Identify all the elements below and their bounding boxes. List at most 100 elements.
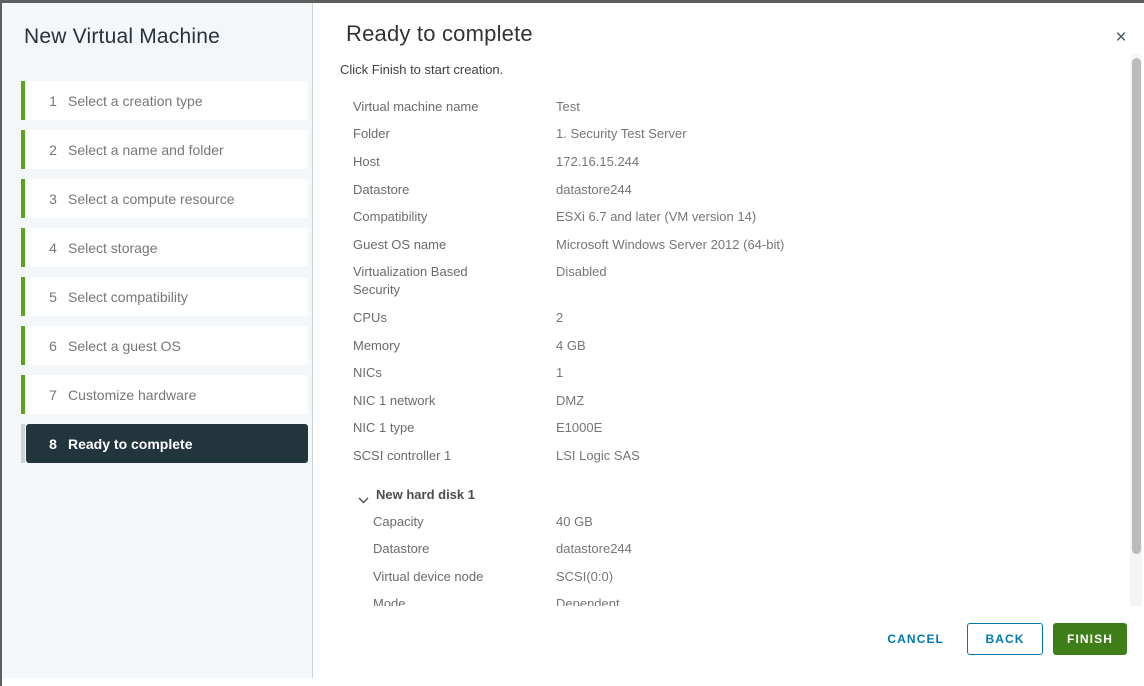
summary-row: SCSI controller 1 LSI Logic SAS [353, 442, 1104, 470]
wizard-content-panel: × Ready to complete Click Finish to star… [314, 3, 1144, 678]
summary-row: Folder 1. Security Test Server [353, 121, 1104, 149]
step-box: 7 Customize hardware [26, 375, 308, 414]
summary-row-value: ESXi 6.7 and later (VM version 14) [556, 209, 757, 225]
summary-row-label: Virtualization Based Security [353, 264, 468, 298]
scrollbar-thumb[interactable] [1131, 58, 1141, 554]
summary-row: Virtual machine name Test [353, 93, 1104, 121]
summary-row-value: 2 [556, 309, 564, 325]
step-box: 4 Select storage [26, 228, 308, 267]
summary-row-value: 1. Security Test Server [556, 126, 687, 142]
wizard-step-sidebar: New Virtual Machine 1 Select a creation … [2, 3, 313, 678]
wizard-step-item[interactable]: 4 Select storage [21, 228, 308, 267]
step-number: 8 [49, 435, 57, 452]
step-progress-bar [21, 228, 25, 267]
summary-row-label: Compatibility [353, 209, 428, 225]
wizard-step-list: 1 Select a creation type 2 Select a name… [21, 81, 308, 473]
summary-row-value: LSI Logic SAS [556, 447, 640, 463]
step-label: Select a guest OS [68, 337, 181, 354]
vm-summary-table: Virtual machine name Test Folder 1. Secu… [353, 93, 1104, 611]
step-number: 2 [49, 141, 57, 158]
disk-row: Datastore datastore244 [353, 535, 1104, 563]
summary-row-label: Folder [353, 126, 390, 142]
close-icon[interactable]: × [1115, 27, 1127, 48]
step-progress-bar [21, 326, 25, 365]
step-label: Ready to complete [68, 435, 193, 452]
hard-disk-rows: Capacity 40 GB Datastore datastore244 Vi… [353, 508, 1104, 611]
disk-row: Virtual device node SCSI(0:0) [353, 563, 1104, 591]
summary-row-label: Virtual machine name [353, 98, 479, 114]
vm-summary-rows: Virtual machine name Test Folder 1. Secu… [353, 93, 1104, 470]
disk-row: Capacity 40 GB [353, 508, 1104, 536]
step-box: 5 Select compatibility [26, 277, 308, 316]
wizard-step-item[interactable]: 3 Select a compute resource [21, 179, 308, 218]
step-label: Select compatibility [68, 288, 188, 305]
summary-row-value: 172.16.15.244 [556, 153, 640, 169]
back-button[interactable]: BACK [967, 623, 1043, 655]
summary-row-label: NICs [353, 365, 382, 381]
chevron-down-icon [358, 491, 369, 504]
step-progress-bar [21, 375, 25, 414]
summary-row: NICs 1 [353, 359, 1104, 387]
page-title: Ready to complete [346, 21, 533, 46]
summary-row: Compatibility ESXi 6.7 and later (VM ver… [353, 203, 1104, 231]
summary-row: Virtualization Based Security Disabled [353, 259, 1104, 305]
step-number: 4 [49, 239, 57, 256]
page-subtitle: Click Finish to start creation. [340, 62, 504, 77]
step-number: 3 [49, 190, 57, 207]
wizard-footer: CANCEL BACK FINISH [314, 606, 1144, 672]
step-progress-bar [21, 179, 25, 218]
summary-row-value: Test [556, 98, 580, 114]
window-top-edge [2, 0, 1144, 3]
wizard-step-item[interactable]: 5 Select compatibility [21, 277, 308, 316]
summary-row-label: Host [353, 153, 380, 169]
step-progress-bar [21, 81, 25, 120]
disk-row-value: datastore244 [556, 541, 632, 557]
cancel-button[interactable]: CANCEL [883, 624, 948, 654]
step-number: 6 [49, 337, 57, 354]
summary-row-value: Disabled [556, 264, 607, 280]
summary-row-label: Datastore [353, 181, 410, 197]
hard-disk-section-title: New hard disk 1 [376, 486, 475, 502]
step-label: Select storage [68, 239, 158, 256]
step-number: 5 [49, 288, 57, 305]
summary-row-value: 1 [556, 365, 564, 381]
disk-row-label: Capacity [373, 513, 424, 529]
disk-row-value: 40 GB [556, 513, 593, 529]
step-box: 3 Select a compute resource [26, 179, 308, 218]
disk-row-label: Datastore [373, 541, 430, 557]
summary-row: CPUs 2 [353, 304, 1104, 332]
summary-row-label: CPUs [353, 309, 387, 325]
window-bottom-edge [2, 678, 1144, 686]
step-box: 1 Select a creation type [26, 81, 308, 120]
wizard-title: New Virtual Machine [24, 25, 220, 48]
step-label: Select a compute resource [68, 190, 235, 207]
summary-row-value: E1000E [556, 420, 603, 436]
disk-row-value: SCSI(0:0) [556, 568, 614, 584]
summary-row: NIC 1 type E1000E [353, 415, 1104, 443]
step-label: Select a creation type [68, 92, 203, 109]
disk-row-label: Virtual device node [373, 568, 484, 584]
summary-row-label: Memory [353, 337, 400, 353]
wizard-step-item[interactable]: 2 Select a name and folder [21, 130, 308, 169]
step-label: Customize hardware [68, 386, 197, 403]
summary-row-label: NIC 1 type [353, 420, 415, 436]
step-box: 2 Select a name and folder [26, 130, 308, 169]
step-progress-bar [21, 424, 25, 463]
summary-row: Guest OS name Microsoft Windows Server 2… [353, 231, 1104, 259]
step-progress-bar [21, 130, 25, 169]
summary-row: Memory 4 GB [353, 332, 1104, 360]
step-number: 1 [49, 92, 57, 109]
step-box: 8 Ready to complete [26, 424, 308, 463]
wizard-step-item[interactable]: 6 Select a guest OS [21, 326, 308, 365]
wizard-step-item[interactable]: 7 Customize hardware [21, 375, 308, 414]
scrollbar-track[interactable] [1130, 54, 1142, 613]
summary-row: Host 172.16.15.244 [353, 148, 1104, 176]
summary-row-label: SCSI controller 1 [353, 447, 452, 463]
summary-row-value: datastore244 [556, 181, 632, 197]
wizard-step-item[interactable]: 8 Ready to complete [21, 424, 308, 463]
step-box: 6 Select a guest OS [26, 326, 308, 365]
hard-disk-section-toggle[interactable]: New hard disk 1 [353, 482, 1104, 508]
finish-button[interactable]: FINISH [1053, 623, 1127, 655]
wizard-step-item[interactable]: 1 Select a creation type [21, 81, 308, 120]
